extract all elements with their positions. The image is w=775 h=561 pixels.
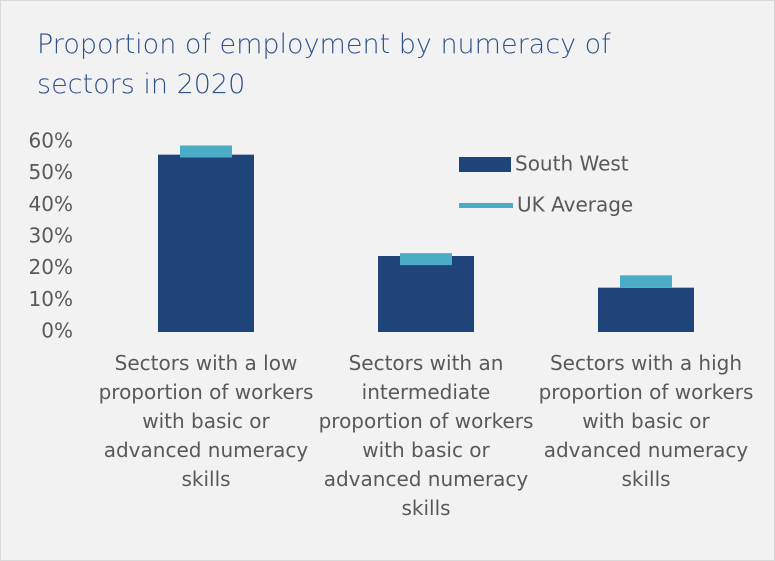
legend-swatch [459, 157, 511, 172]
x-tick-label: Sectors with an intermediate proportion … [318, 351, 534, 520]
legend-label: UK Average [517, 193, 633, 217]
legend-label: South West [515, 152, 629, 176]
y-tick-label: 60% [29, 129, 73, 153]
y-tick-label: 0% [41, 319, 73, 343]
uk-marker [180, 145, 232, 158]
x-tick-label: Sectors with a low proportion of workers… [98, 351, 314, 491]
y-tick-label: 20% [29, 255, 73, 279]
legend-swatch [459, 203, 513, 208]
y-tick-label: 30% [29, 224, 73, 248]
bar [158, 154, 254, 332]
x-tick-label: Sectors with a high proportion of worker… [538, 351, 754, 491]
y-tick-label: 50% [29, 160, 73, 184]
uk-marker [620, 275, 672, 288]
bar [378, 256, 474, 332]
y-tick-label: 40% [29, 192, 73, 216]
uk-marker [400, 253, 452, 266]
chart-title: Proportion of employment by numeracy of … [37, 29, 611, 100]
y-tick-label: 10% [29, 287, 73, 311]
bar [598, 287, 694, 332]
